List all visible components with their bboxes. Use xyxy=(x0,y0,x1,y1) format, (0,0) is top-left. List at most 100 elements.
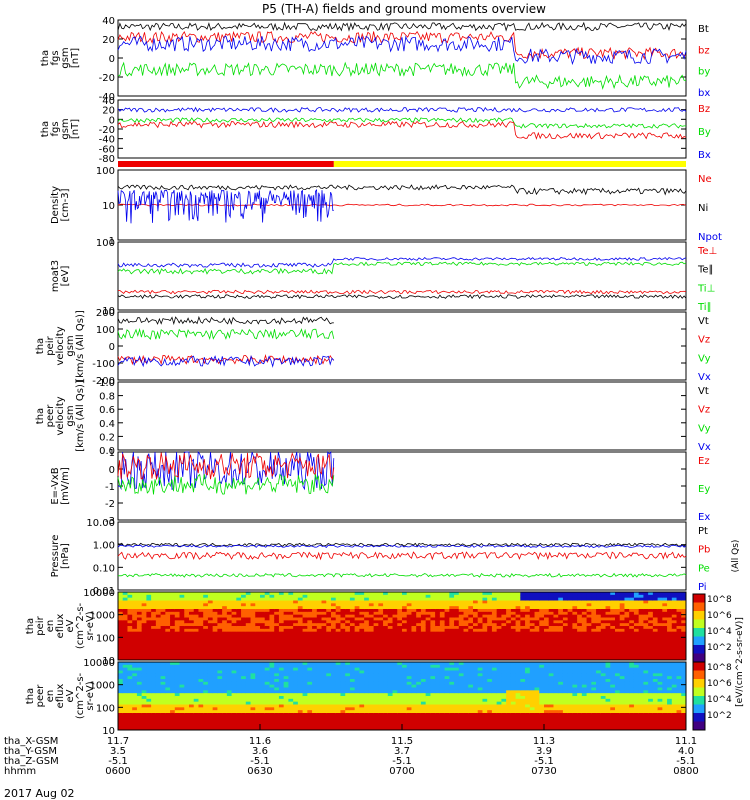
spectrogram-cell xyxy=(458,603,465,607)
spectrogram-cell xyxy=(359,721,365,725)
spectrogram-cell xyxy=(170,727,176,731)
spectrogram-cell xyxy=(326,611,332,616)
spectrogram-cell xyxy=(260,620,266,624)
spectrogram-cell xyxy=(406,617,412,621)
spectrogram-cell xyxy=(184,609,190,613)
spectrogram-cell xyxy=(425,721,431,725)
spectrogram-cell xyxy=(288,727,294,731)
spectrogram-cell xyxy=(378,727,384,731)
spectrogram-cell xyxy=(553,597,559,601)
spectrogram-cell xyxy=(463,603,469,607)
spectrogram-cell xyxy=(373,634,379,638)
spectrogram-cell xyxy=(184,662,190,666)
spectrogram-cell xyxy=(662,657,668,661)
spectrogram-cell xyxy=(397,684,403,688)
spectrogram-cell xyxy=(553,657,559,661)
spectrogram-cell xyxy=(236,592,242,596)
spectrogram-cell xyxy=(610,645,616,650)
spectrogram-cell xyxy=(236,600,242,604)
spectrogram-cell xyxy=(458,679,465,683)
spectrogram-cell xyxy=(331,662,337,666)
spectrogram-cell xyxy=(174,715,181,720)
spectrogram-cell xyxy=(231,681,237,686)
spectrogram-cell xyxy=(146,620,152,624)
spectrogram-cell xyxy=(132,713,138,717)
spectrogram-cell xyxy=(316,687,323,691)
spectrogram-cell xyxy=(657,643,663,647)
spectrogram-cell xyxy=(189,594,195,599)
spectrogram-cell xyxy=(652,611,659,616)
spectrogram-cell xyxy=(222,707,228,711)
spectrogram-cell xyxy=(231,662,237,666)
spectrogram-cell xyxy=(411,684,417,688)
spectrogram-cell xyxy=(288,684,294,688)
spectrogram-cell xyxy=(591,609,597,613)
spectrogram-cell xyxy=(226,628,233,633)
spectrogram-cell xyxy=(387,724,394,728)
spectrogram-cell xyxy=(226,667,233,671)
spectrogram-cell xyxy=(250,684,256,688)
spectrogram-cell xyxy=(615,637,621,641)
spectrogram-cell xyxy=(482,718,488,722)
spectrogram-cell xyxy=(165,690,171,694)
spectrogram-cell xyxy=(501,623,507,627)
spectrogram-cell xyxy=(681,609,687,613)
spectrogram-cell xyxy=(297,654,304,658)
spectrogram-cell xyxy=(506,634,512,638)
spectrogram-cell xyxy=(203,628,209,633)
spectrogram-cell xyxy=(359,679,365,683)
spectrogram-cell xyxy=(359,704,365,708)
spectrogram-cell xyxy=(193,606,199,610)
spectrogram-cell xyxy=(340,597,346,601)
spectrogram-cell xyxy=(439,707,446,711)
spectrogram-cell xyxy=(586,631,592,635)
spectrogram-cell xyxy=(430,662,436,666)
spectrogram-cell xyxy=(397,704,403,708)
spectrogram-cell xyxy=(335,617,341,621)
spectrogram-cell xyxy=(179,673,185,677)
spectrogram-cell xyxy=(496,623,502,627)
spectrogram-cell xyxy=(487,664,493,669)
spectrogram-cell xyxy=(288,657,294,661)
spectrogram-cell xyxy=(420,634,427,638)
spectrogram-cell xyxy=(648,594,654,599)
spectrogram-cell xyxy=(264,603,270,607)
spectrogram-cell xyxy=(207,662,214,666)
spectrogram-cell xyxy=(463,628,469,633)
spectrogram-cell xyxy=(605,645,611,650)
y-tick-label: 0 xyxy=(109,115,115,126)
spectrogram-cell xyxy=(463,707,469,711)
spectrogram-cell xyxy=(454,651,460,655)
spectrogram-cell xyxy=(250,592,256,596)
spectrogram-cell xyxy=(217,718,223,722)
spectrogram-cell xyxy=(449,701,455,705)
spectrogram-cell xyxy=(316,721,323,725)
spectrogram-cell xyxy=(416,640,422,644)
spectrogram-cell xyxy=(444,648,450,652)
spectrogram-cell xyxy=(241,710,247,714)
spectrogram-cell xyxy=(288,614,294,618)
spectrogram-cell xyxy=(402,696,408,700)
spectrogram-cell xyxy=(264,600,270,604)
spectrogram-cell xyxy=(444,651,450,655)
spectrogram-cell xyxy=(307,698,313,703)
spectrogram-cell xyxy=(425,710,431,714)
y-axis-label-line: gsm xyxy=(60,47,71,68)
spectrogram-cell xyxy=(681,657,687,661)
spectrogram-cell xyxy=(146,657,152,661)
spectrogram-cell xyxy=(255,662,261,666)
spectrogram-cell xyxy=(468,623,474,627)
spectrogram-cell xyxy=(454,696,460,700)
spectrogram-cell xyxy=(416,679,422,683)
spectrogram-cell xyxy=(520,645,526,650)
spectrogram-cell xyxy=(624,594,630,599)
spectrogram-cell xyxy=(487,654,493,658)
spectrogram-cell xyxy=(473,704,479,708)
spectrogram-cell xyxy=(146,676,152,680)
spectrogram-cell xyxy=(189,684,195,688)
spectrogram-cell xyxy=(165,662,171,666)
spectrogram-cell xyxy=(250,651,256,655)
spectrogram-cell xyxy=(458,681,465,686)
spectrogram-cell xyxy=(577,611,583,616)
spectrogram-cell xyxy=(586,600,592,604)
